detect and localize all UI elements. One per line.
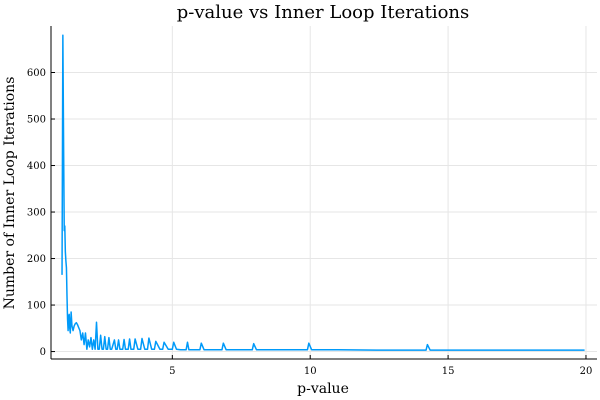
- axes: [50, 26, 597, 360]
- y-tick-label: 200: [27, 254, 46, 265]
- y-tick-label: 400: [27, 161, 46, 172]
- y-tick-label: 600: [27, 68, 46, 79]
- grid: [51, 26, 597, 359]
- x-axis-label: p-value: [297, 381, 349, 397]
- x-tick-label: 15: [442, 366, 455, 377]
- y-axis-label: Number of Inner Loop Iterations: [2, 77, 18, 310]
- chart-title: p-value vs Inner Loop Iterations: [177, 2, 470, 23]
- y-tick-label: 0: [40, 347, 46, 358]
- y-tick-label: 100: [27, 301, 46, 312]
- x-tick-label: 20: [580, 366, 593, 377]
- y-tick-label: 300: [27, 208, 46, 219]
- y-tick-label: 500: [27, 115, 46, 126]
- x-tick-label: 5: [169, 366, 175, 377]
- series-line: [61, 34, 585, 351]
- x-tick-label: 10: [304, 366, 317, 377]
